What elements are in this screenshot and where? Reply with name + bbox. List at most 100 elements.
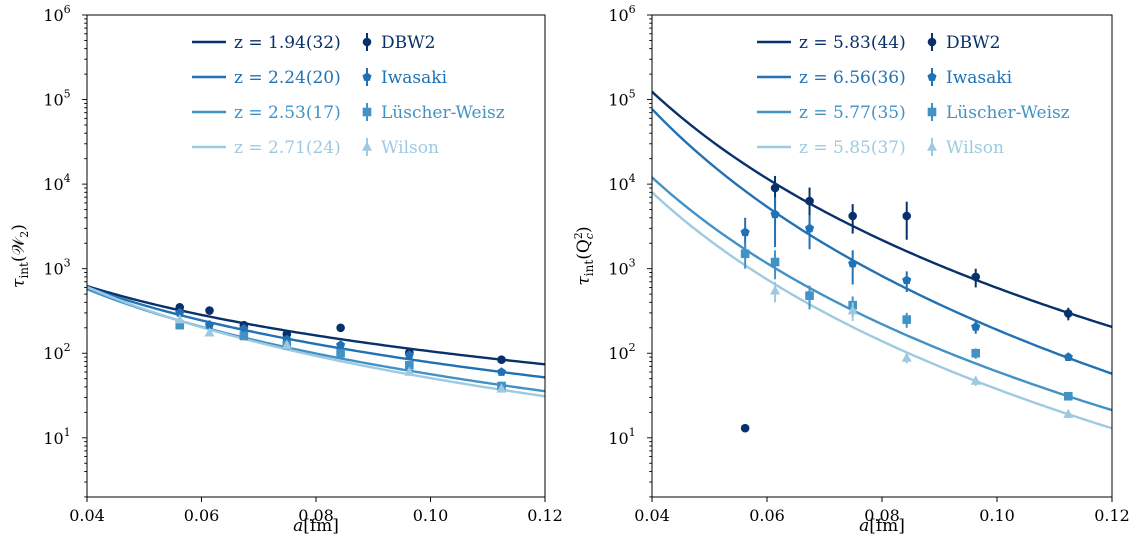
- y-tick-label: 102: [43, 341, 70, 363]
- x-tick-label: 0.04: [69, 506, 105, 525]
- y-tick-label: 102: [608, 341, 635, 363]
- x-tick-label: 0.10: [413, 506, 449, 525]
- y-tick-label: 105: [43, 88, 70, 110]
- x-tick-label: 0.08: [298, 506, 334, 525]
- data-point: [404, 350, 414, 360]
- data-point: [770, 183, 780, 193]
- legend-fit-label: z = 2.53(17): [234, 103, 341, 123]
- data-point: [336, 348, 345, 358]
- data-point: [496, 367, 507, 376]
- fit-curve-3: [652, 191, 1112, 430]
- data-point: [282, 329, 292, 339]
- legend-fit-label: z = 5.83(44): [799, 33, 906, 53]
- x-tick-label: 0.12: [1094, 506, 1130, 525]
- data-point: [902, 315, 912, 324]
- legend-series-name: Iwasaki: [381, 68, 448, 88]
- data-point: [770, 209, 780, 219]
- fit-curve-1: [87, 285, 545, 379]
- x-axis-title: a[fm]: [859, 516, 905, 536]
- data-point: [770, 285, 781, 295]
- legend-series-name: Wilson: [946, 138, 1004, 158]
- fit-curve-0: [87, 284, 545, 366]
- data-point: [205, 306, 214, 315]
- x-tick-label: 0.04: [634, 506, 670, 525]
- data-point: [174, 314, 185, 324]
- data-point: [804, 223, 815, 233]
- data-point: [901, 352, 912, 362]
- data-point: [1064, 309, 1073, 318]
- data-point: [175, 302, 185, 312]
- legend-fit-label: z = 6.56(36): [799, 68, 906, 88]
- data-series-3: [174, 314, 507, 393]
- data-point: [404, 366, 415, 376]
- data-point: [1063, 352, 1073, 361]
- data-point: [175, 308, 185, 317]
- data-point: [847, 305, 858, 315]
- y-tick-label: 105: [608, 88, 635, 110]
- legend: z = 5.83(44) DBW2 z = 6.56(36) Iwasaki z = 5…: [757, 33, 1070, 158]
- data-point: [805, 196, 814, 206]
- y-axis-title: τint(𝒲2): [9, 224, 31, 288]
- data-point: [848, 258, 858, 268]
- data-point: [281, 339, 292, 349]
- x-tick-label: 0.10: [979, 506, 1015, 525]
- data-point: [740, 249, 750, 259]
- data-point: [971, 272, 981, 282]
- data-point: [1064, 391, 1073, 401]
- data-point: [740, 423, 750, 433]
- legend-fit-label: z = 5.85(37): [799, 138, 906, 158]
- data-point: [805, 291, 814, 300]
- y-axis-title: τint(Q2c): [572, 226, 596, 285]
- x-axis-title: a[fm]: [293, 516, 339, 536]
- legend-marker: [927, 107, 937, 117]
- legend-marker: [362, 37, 372, 47]
- y-tick-label: 106: [43, 3, 70, 25]
- data-point: [902, 211, 912, 221]
- y-tick-label: 104: [43, 172, 70, 194]
- legend-marker: [927, 72, 937, 81]
- y-tick-label: 103: [43, 257, 70, 279]
- legend-series-name: Wilson: [381, 138, 439, 158]
- y-tick-label: 103: [608, 257, 635, 279]
- data-point: [336, 340, 346, 349]
- legend-series-name: DBW2: [946, 33, 1000, 53]
- y-tick-label: 101: [43, 426, 70, 448]
- data-point: [496, 383, 507, 393]
- data-point: [740, 227, 750, 237]
- legend-marker: [362, 107, 372, 117]
- data-point: [204, 327, 215, 337]
- fit-curves: [87, 284, 545, 398]
- y-tick-label: 104: [608, 172, 635, 194]
- fit-curve-1: [652, 108, 1112, 375]
- chart-panel-left: 0.04 0.06 0.08 0.10 0.12 101 102 103 104 105 106 a[…: [9, 3, 563, 536]
- data-point: [336, 323, 345, 333]
- data-point: [770, 257, 780, 267]
- legend-marker: [927, 141, 937, 151]
- legend-fit-label: z = 2.24(20): [234, 68, 341, 88]
- data-series-1: [740, 197, 1073, 361]
- legend-marker: [927, 37, 937, 47]
- legend-marker: [362, 141, 372, 151]
- legend-marker: [362, 72, 372, 81]
- data-series-2: [740, 243, 1073, 401]
- legend-fit-label: z = 2.71(24): [234, 138, 341, 158]
- fit-curve-0: [652, 90, 1112, 329]
- y-tick-label: 106: [608, 3, 635, 25]
- legend-fit-label: z = 5.77(35): [799, 103, 906, 123]
- fit-curve-2: [652, 176, 1112, 412]
- data-point: [239, 331, 249, 341]
- data-point: [204, 320, 215, 330]
- data-point: [848, 211, 857, 221]
- legend-fit-label: z = 1.94(32): [234, 33, 341, 53]
- legend-series-name: Iwasaki: [946, 68, 1013, 88]
- data-series-3: [770, 281, 1074, 419]
- data-point: [1063, 408, 1074, 419]
- legend-series-name: Lüscher-Weisz: [381, 103, 505, 123]
- chart-panel-right: 0.04 0.06 0.08 0.10 0.12 101 102 103 104 105 106 a[…: [572, 3, 1130, 536]
- data-point: [971, 322, 981, 331]
- legend-series-name: Lüscher-Weisz: [946, 103, 1070, 123]
- legend-series-name: DBW2: [381, 33, 435, 53]
- fit-curve-3: [87, 285, 545, 398]
- x-tick-label: 0.06: [749, 506, 785, 525]
- x-tick-label: 0.12: [527, 506, 563, 525]
